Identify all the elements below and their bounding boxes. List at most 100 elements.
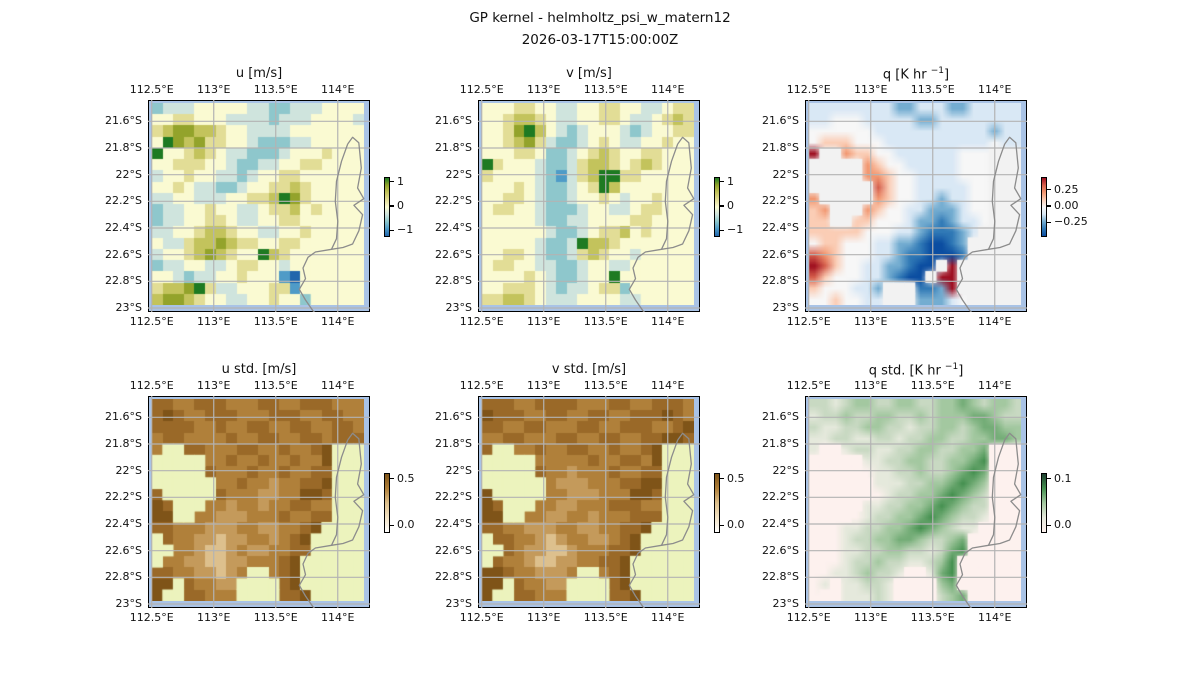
lat-tick-label: 22.4°S — [762, 517, 799, 530]
grid-coastline-overlay-vstd — [478, 396, 700, 608]
lat-tick-label: 21.8°S — [105, 141, 142, 154]
lat-tick-label: 21.6°S — [105, 114, 142, 128]
lon-tick-label: 113.5°E — [910, 379, 955, 392]
lat-tick-label: 21.6°S — [762, 114, 799, 128]
subplot-title-qstd: q std. [K hr −1] — [805, 362, 1027, 382]
lat-tick-label: 22°S — [445, 463, 472, 477]
lon-tick-label: 112.5°E — [459, 611, 504, 624]
lat-tick-label: 21.8°S — [435, 437, 472, 450]
lat-tick-label: 22.2°S — [435, 194, 472, 208]
subplot-title-text: q std. [K hr — [868, 363, 945, 379]
colorbar-tick-label: 0.00 — [1054, 199, 1079, 212]
lat-tick-label: 23°S — [772, 301, 799, 314]
lat-tick-label: 21.6°S — [435, 114, 472, 128]
colorbar-u: 1 0 −1 — [384, 174, 444, 237]
lon-tick-label: 114°E — [651, 379, 685, 392]
grid-coastline-overlay-ustd — [148, 396, 370, 608]
lon-tick-label: 113.5°E — [253, 611, 298, 624]
grid-coastline-overlay-qstd — [805, 396, 1027, 608]
colorbar-tick — [720, 205, 724, 207]
lon-tick-label: 113.5°E — [253, 83, 298, 96]
lat-tick-label: 22.6°S — [435, 543, 472, 557]
map-u — [148, 100, 370, 312]
colorbar-ustd: 0.5 0.0 — [384, 472, 444, 533]
grid-coastline-overlay-q — [805, 100, 1027, 312]
panel-vstd: v std. [m/s] 112.5°E 112.5°E 113°E 113°E 113.… — [435, 362, 744, 624]
coastline-path — [955, 143, 1006, 312]
colorbar-strip — [714, 473, 720, 533]
subplot-title-text: ] — [944, 67, 950, 83]
lat-tick-label: 23°S — [772, 597, 799, 610]
subplot-title-vstd: v std. [m/s] — [478, 362, 700, 382]
lat-tick-label: 21.6°S — [762, 410, 799, 424]
lat-tick-label: 22.4°S — [105, 221, 142, 234]
lon-tick-label: 112.5°E — [129, 315, 174, 328]
lat-tick-label: 22.4°S — [762, 221, 799, 234]
lon-tick-label: 114°E — [321, 611, 355, 624]
colorbar-tick — [1047, 189, 1051, 191]
colorbar-tick-label: 0 — [727, 199, 734, 212]
colorbar-tick-label: 1 — [397, 174, 404, 188]
lon-tick-label: 113.5°E — [583, 611, 628, 624]
lat-tick-label: 23°S — [115, 301, 142, 314]
lat-tick-label: 21.8°S — [762, 437, 799, 450]
panel-qstd: q std. [K hr −1] 112.5°E 112.5°E 113°E 113°E… — [762, 362, 1071, 624]
colorbar-tick — [390, 205, 394, 207]
heatmap-v — [482, 103, 694, 305]
colorbar-tick-label: 0.25 — [1054, 182, 1079, 196]
colorbar-q: 0.25 0.00 −0.25 — [1041, 177, 1101, 237]
lon-tick-label: 113.5°E — [583, 379, 628, 392]
lat-tick-label: 22.8°S — [762, 570, 799, 584]
lat-tick-label: 22°S — [115, 463, 142, 477]
colorbar-v: 1 0 −1 — [714, 175, 774, 237]
lat-tick-label: 21.8°S — [762, 141, 799, 154]
panel-v: v [m/s] 112.5°E 112.5°E 113°E 113°E 113.5°E 11… — [435, 66, 743, 328]
subplot-title-text: v std. [m/s] — [551, 362, 627, 377]
heatmap-u — [152, 103, 364, 305]
colorbar-tick — [720, 229, 724, 231]
colorbar-vstd: 0.5 0.0 — [714, 472, 774, 533]
colorbar-tick — [390, 524, 394, 526]
panel-q: q [K hr −1] 112.5°E 112.5°E 113°E 113°E 113.5… — [762, 66, 1088, 328]
panel-ustd: u std. [m/s] 112.5°E 112.5°E 113°E 113°E 113.… — [105, 362, 414, 624]
lat-tick-label: 22.6°S — [105, 543, 142, 557]
coastline-path — [298, 143, 349, 312]
subplot-title-sup: −1 — [930, 66, 945, 76]
heatmap-ustd — [152, 399, 364, 601]
colorbar-qstd: 0.1 0.0 — [1041, 472, 1101, 533]
colorbar-tick — [390, 181, 394, 183]
colorbar-tick — [1047, 478, 1051, 480]
lon-tick-label: 113.5°E — [583, 83, 628, 96]
colorbar-tick-label: 0.0 — [397, 518, 415, 532]
lat-tick-label: 21.6°S — [105, 410, 142, 424]
lon-tick-label: 113°E — [196, 379, 231, 392]
coastline-path — [955, 439, 1006, 608]
subplot-title-text: v [m/s] — [566, 66, 612, 81]
grid-coastline-overlay-u — [148, 100, 370, 312]
lat-tick-label: 22.8°S — [762, 274, 799, 288]
coastline-path — [331, 432, 365, 546]
subplot-title-text: u [m/s] — [235, 66, 283, 81]
lon-tick-label: 113°E — [196, 83, 231, 96]
lat-tick-label: 21.8°S — [435, 141, 472, 154]
lat-tick-label: 22.8°S — [435, 274, 472, 288]
colorbar-tick-label: −1 — [397, 223, 414, 237]
heatmap-q — [809, 103, 1021, 305]
coastline-path — [988, 432, 1022, 546]
lat-tick-label: 22.8°S — [435, 570, 472, 584]
lon-tick-label: 112.5°E — [786, 379, 831, 392]
lon-tick-label: 114°E — [978, 315, 1012, 328]
lon-tick-label: 114°E — [321, 83, 355, 96]
lat-tick-label: 22°S — [772, 463, 799, 477]
colorbar-tick — [1047, 221, 1051, 223]
colorbar-strip — [384, 473, 390, 533]
lat-tick-label: 23°S — [445, 301, 472, 314]
lon-tick-label: 113°E — [853, 83, 888, 96]
subplot-title-u: u [m/s] — [148, 66, 370, 86]
lon-tick-label: 112.5°E — [459, 315, 504, 328]
lon-tick-label: 112.5°E — [459, 83, 504, 96]
colorbar-tick — [390, 478, 394, 480]
lat-tick-label: 22.2°S — [762, 490, 799, 504]
grid-coastline-overlay-v — [478, 100, 700, 312]
lon-tick-label: 114°E — [978, 379, 1012, 392]
